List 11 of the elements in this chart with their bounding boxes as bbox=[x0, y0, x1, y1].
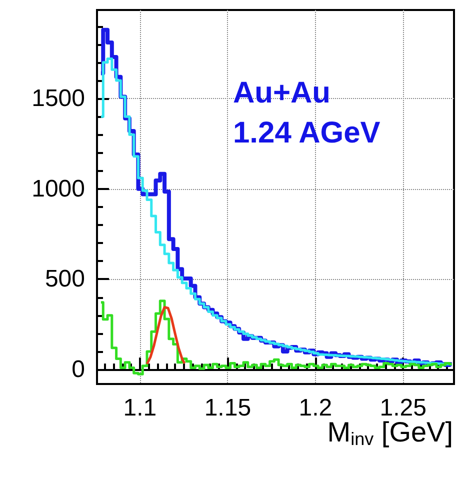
y-tick-label: 0 bbox=[72, 356, 85, 384]
y-tick-label: 500 bbox=[44, 266, 85, 293]
annotation: Au+Au bbox=[233, 76, 330, 110]
y-tick-label: 1000 bbox=[32, 175, 85, 202]
annotation: 1.24 AGeV bbox=[233, 116, 380, 150]
x-tick-label: 1.2 bbox=[298, 394, 332, 422]
x-tick-label: 1.25 bbox=[380, 394, 426, 422]
line-series bbox=[146, 306, 186, 366]
x-tick-label: 1.1 bbox=[123, 394, 157, 422]
y-tick-label: 1500 bbox=[32, 85, 85, 112]
x-tick-label: 1.15 bbox=[204, 394, 252, 422]
